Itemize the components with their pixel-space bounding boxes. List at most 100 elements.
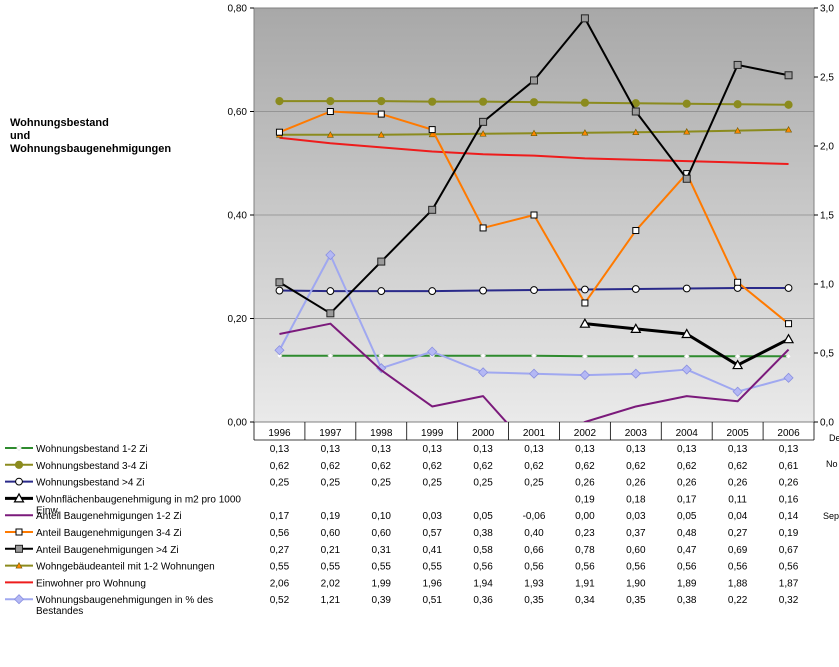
data-label: 0,25: [321, 478, 341, 489]
data-label: 0,66: [524, 545, 544, 556]
legend-label: Wohnungsbestand >4 Zi: [36, 478, 145, 489]
data-label: 1,94: [473, 578, 493, 589]
data-label: 0,13: [473, 444, 493, 455]
data-label: 0,18: [626, 494, 646, 505]
left-axis-tick-label: 0,60: [228, 107, 248, 118]
data-point: [326, 287, 335, 295]
series-6: [275, 14, 793, 318]
data-point: [528, 368, 540, 379]
series-line: [279, 322, 790, 422]
legend-label-cont: Bestandes: [36, 606, 83, 617]
data-label: 0,62: [270, 461, 290, 472]
data-point: [531, 352, 537, 359]
data-label: 0,13: [321, 444, 341, 455]
data-label: 0,16: [779, 494, 799, 505]
data-label: 0,17: [270, 511, 290, 522]
data-label: 0,04: [728, 511, 748, 522]
data-label: 0,26: [728, 478, 748, 489]
data-point: [479, 286, 487, 295]
data-table: 1996 1997 1998 1999 2000 2001 2002 2003 2004 2005…: [5, 422, 815, 617]
legend-label: Wohngebäudeanteil mit 1-2 Wohnungen: [36, 562, 215, 573]
data-point: [784, 284, 793, 292]
data-point: [530, 286, 538, 294]
data-label: 0,41: [422, 545, 442, 556]
data-label: 0,56: [524, 562, 544, 573]
data-point: [326, 97, 335, 106]
data-label: 0,03: [626, 511, 646, 522]
data-point: [734, 278, 742, 286]
chart-title-line-3: Wohnungsbaugenehmigungen: [10, 143, 172, 155]
data-point: [631, 285, 640, 293]
data-label: 0,35: [524, 595, 544, 606]
data-point: [581, 129, 589, 136]
legend-label: Wohnflächenbaugenehmigung in m2 pro 1000: [36, 494, 241, 505]
x-tick-label: 2006: [777, 428, 800, 439]
data-label: 1,90: [626, 578, 646, 589]
data-label: 0,62: [728, 461, 748, 472]
data-point: [631, 107, 640, 116]
legend-label: Wohnungsbaugenehmigungen in % des: [36, 595, 213, 606]
data-point: [378, 352, 385, 359]
data-point: [326, 309, 335, 318]
left-axis-tick-label: 0,00: [228, 418, 248, 429]
data-point: [632, 227, 640, 235]
data-label: 0,58: [473, 545, 493, 556]
data-point: [479, 117, 488, 126]
data-label: 0,35: [626, 595, 646, 606]
data-point: [428, 205, 437, 214]
data-label: 0,10: [372, 511, 392, 522]
data-point: [15, 561, 23, 569]
data-point: [785, 320, 793, 328]
series-4: [279, 322, 790, 422]
data-label: 0,62: [372, 461, 392, 472]
data-label: 0,55: [270, 562, 290, 573]
x-tick-label: 2003: [625, 428, 648, 439]
data-point: [275, 286, 284, 295]
data-point: [785, 125, 793, 133]
data-label: 0,25: [422, 478, 442, 489]
data-label: 0,25: [473, 478, 493, 489]
data-label: 1,88: [728, 578, 748, 589]
data-label: 0,60: [321, 528, 341, 539]
data-label: 0,40: [524, 528, 544, 539]
data-point: [377, 97, 386, 106]
data-point: [275, 97, 284, 106]
data-label: 1,91: [575, 578, 595, 589]
data-label: 0,56: [779, 562, 799, 573]
data-point: [478, 97, 488, 106]
data-label: 0,13: [626, 444, 646, 455]
legend-label-cont: Einw.: [36, 505, 60, 516]
data-point: [14, 460, 24, 469]
data-point: [13, 492, 25, 503]
data-label: 0,62: [575, 461, 595, 472]
data-label: 0,19: [321, 511, 341, 522]
data-label: 1,89: [677, 578, 697, 589]
data-point: [783, 372, 794, 383]
data-point: [15, 477, 23, 486]
data-point: [274, 345, 285, 356]
data-point: [377, 110, 385, 118]
data-label: 1,87: [779, 578, 799, 589]
data-label: 0,25: [524, 478, 544, 489]
data-point: [377, 257, 386, 266]
data-point: [275, 278, 284, 287]
left-axis-tick-label: 0,80: [228, 4, 248, 15]
data-label: 0,69: [728, 545, 748, 556]
data-point: [734, 127, 742, 134]
data-point: [632, 128, 640, 135]
data-label: 0,13: [677, 444, 697, 455]
cut-off-label-2: No: [826, 459, 838, 469]
right-axis-tick-label: 2,5: [820, 73, 834, 84]
data-label: 0,62: [626, 461, 646, 472]
data-point: [784, 71, 793, 80]
data-label: 0,13: [779, 444, 799, 455]
data-point: [733, 100, 742, 109]
data-label: 0,47: [677, 545, 697, 556]
data-label: 2,06: [270, 578, 290, 589]
data-point: [682, 284, 691, 293]
x-tick-label: 1996: [268, 428, 291, 439]
data-point: [428, 287, 437, 295]
data-point: [784, 100, 793, 109]
data-label: 1,93: [524, 578, 544, 589]
data-point: [580, 14, 589, 23]
